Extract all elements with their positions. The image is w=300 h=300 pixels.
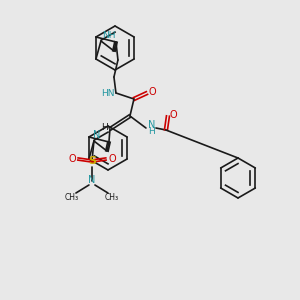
Text: HN: HN xyxy=(101,88,115,98)
Text: CH₃: CH₃ xyxy=(65,193,79,202)
Text: N: N xyxy=(88,175,96,185)
Text: CH₃: CH₃ xyxy=(105,193,119,202)
Text: O: O xyxy=(148,87,156,97)
Text: O: O xyxy=(108,154,116,164)
Text: N: N xyxy=(148,120,156,130)
Text: NH: NH xyxy=(102,32,116,40)
Text: O: O xyxy=(169,110,177,120)
Text: H: H xyxy=(102,122,108,131)
Text: H: H xyxy=(148,128,155,136)
Text: O: O xyxy=(68,154,76,164)
Text: N: N xyxy=(93,130,100,140)
Text: S: S xyxy=(88,156,96,166)
